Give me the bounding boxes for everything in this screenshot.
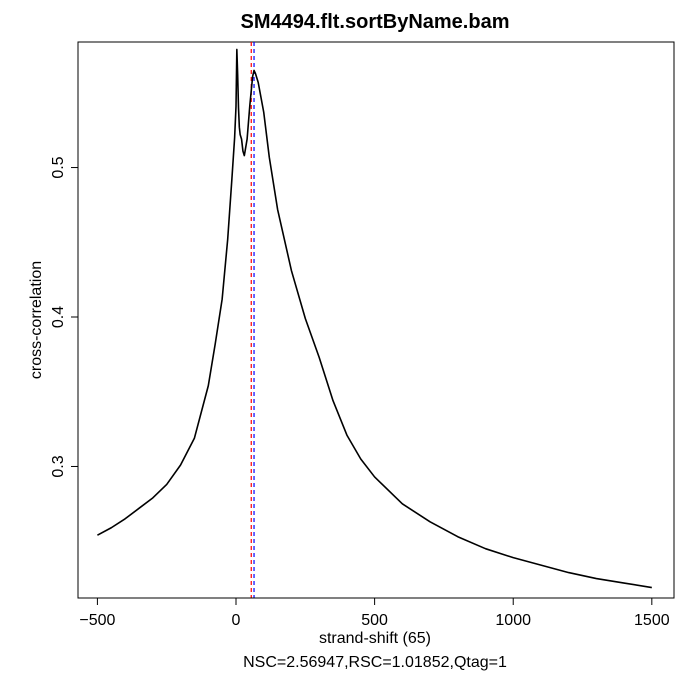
chart-title: SM4494.flt.sortByName.bam xyxy=(241,11,510,33)
y-tick-label: 0.4 xyxy=(50,306,67,328)
x-axis-label: strand-shift (65) xyxy=(319,630,431,647)
cross-correlation-line xyxy=(97,48,652,589)
x-tick-label: 0 xyxy=(232,612,241,629)
x-tick-label: −500 xyxy=(79,612,115,629)
y-axis-label: cross-correlation xyxy=(28,261,45,379)
plot-frame xyxy=(77,41,675,599)
y-tick-label: 0.5 xyxy=(50,156,67,178)
x-tick-label: 500 xyxy=(361,612,388,629)
chart-subtitle: NSC=2.56947,RSC=1.01852,Qtag=1 xyxy=(243,654,507,671)
x-tick-label: 1500 xyxy=(634,612,670,629)
y-axis: 0.3 0.4 0.5 xyxy=(50,156,79,478)
y-tick-label: 0.3 xyxy=(50,455,67,477)
x-tick-label: 1000 xyxy=(495,612,531,629)
reference-lines xyxy=(250,42,255,598)
x-axis: −500 0 500 1000 1500 xyxy=(79,597,670,629)
